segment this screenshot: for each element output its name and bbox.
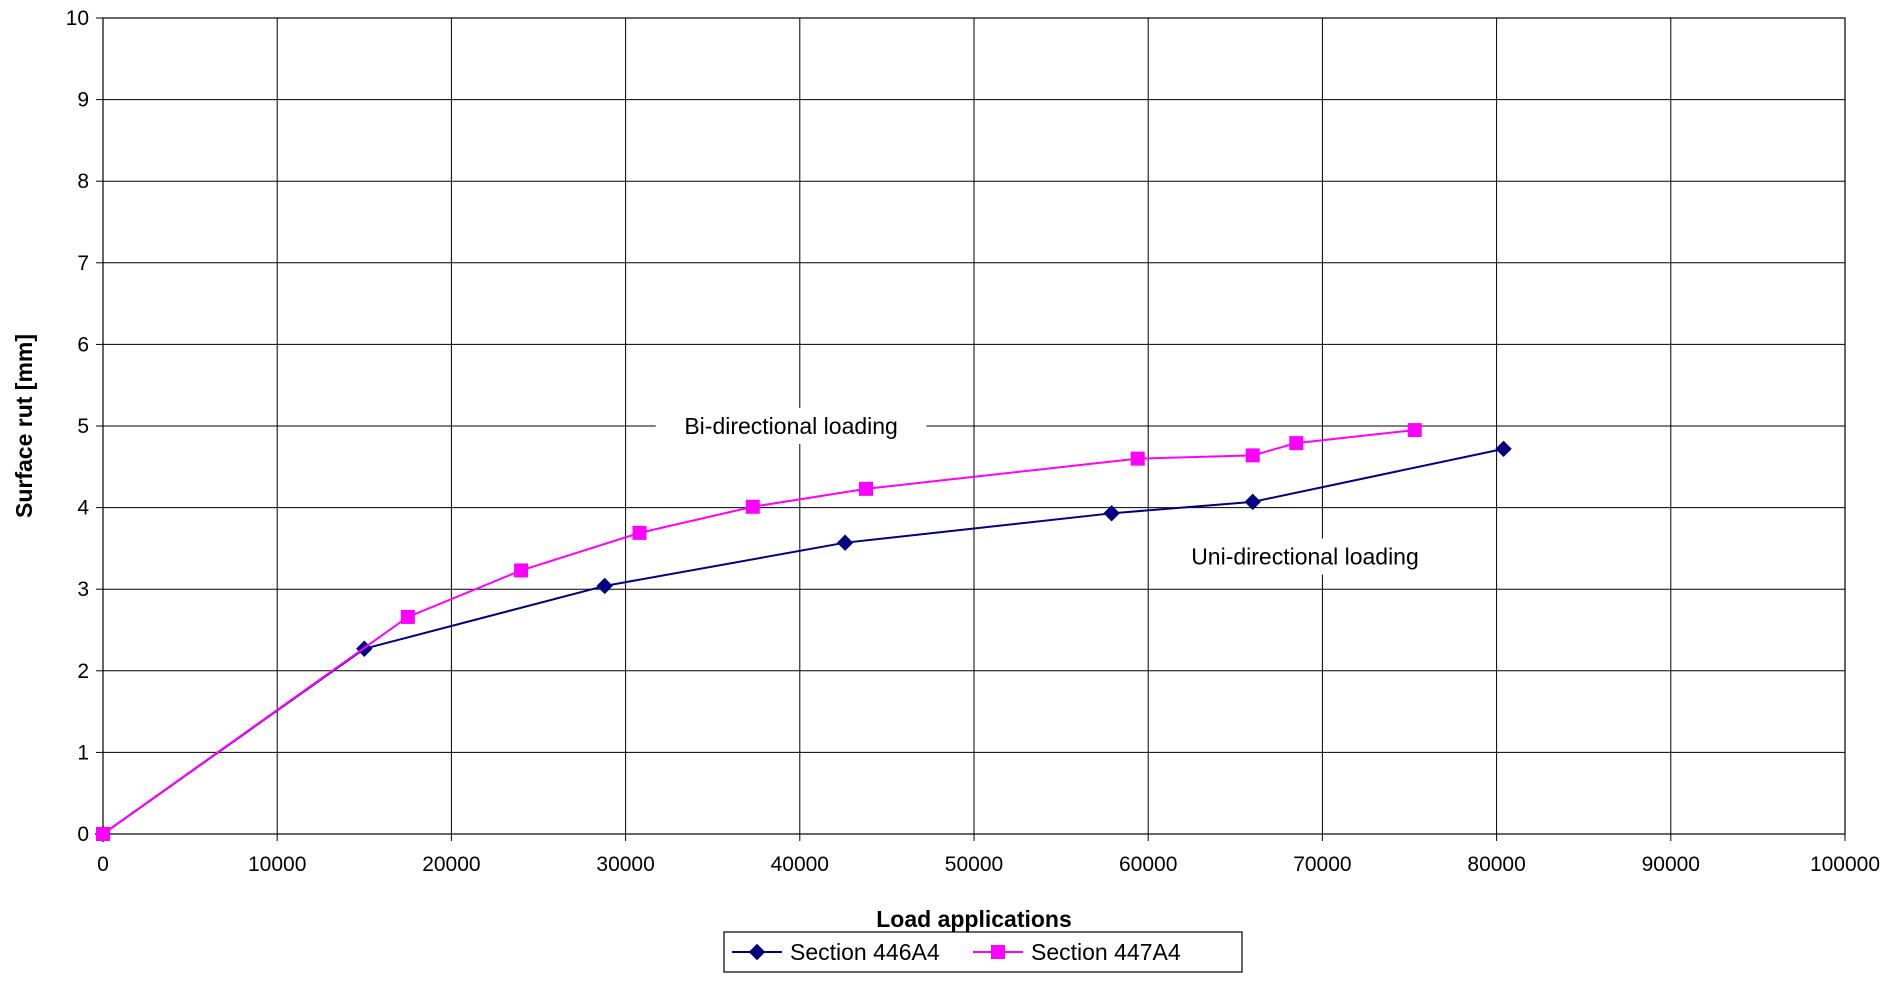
- data-point: [1289, 436, 1304, 451]
- annotation-box: [1163, 538, 1447, 575]
- y-tick-label: 0: [77, 823, 89, 846]
- x-tick-label: 30000: [596, 853, 654, 876]
- y-axis-ticks: 0 1 2 3 4 5 6 7 8 9 10: [66, 7, 103, 846]
- x-tick-label: 20000: [422, 853, 480, 876]
- annotation-label: Bi-directional loading: [684, 413, 898, 439]
- x-axis-ticks: 0 10000 20000 30000 40000 50000 60000 70000 8000…: [97, 834, 1880, 876]
- series-layer: [94, 423, 1512, 843]
- data-point: [632, 525, 647, 540]
- x-tick-label: 100000: [1810, 853, 1880, 876]
- x-tick-label: 90000: [1642, 853, 1700, 876]
- y-axis-title: Surface rut [mm]: [11, 334, 37, 518]
- x-tick-label: 40000: [771, 853, 829, 876]
- data-point: [1407, 423, 1422, 438]
- data-point: [96, 827, 110, 841]
- data-point: [596, 577, 613, 595]
- legend: Section 446A4 Section 447A4: [723, 931, 1243, 973]
- data-point: [836, 534, 854, 551]
- y-tick-label: 6: [77, 333, 89, 356]
- data-point: [1244, 493, 1261, 511]
- x-tick-label: 80000: [1467, 853, 1525, 876]
- x-tick-label: 0: [97, 853, 109, 876]
- y-tick-label: 2: [77, 660, 89, 683]
- y-tick-label: 10: [66, 7, 89, 30]
- data-point: [745, 499, 760, 514]
- x-axis-title: Load applications: [876, 906, 1072, 932]
- data-point: [1245, 448, 1260, 463]
- legend-label: Section 447A4: [1031, 939, 1181, 965]
- x-tick-label: 10000: [248, 853, 306, 876]
- annotations: Bi-directional loading Uni-directional lo…: [655, 408, 1447, 575]
- data-point: [1130, 451, 1145, 466]
- data-point: [1103, 505, 1120, 522]
- x-tick-label: 60000: [1119, 853, 1177, 876]
- y-tick-label: 5: [77, 415, 89, 438]
- data-point: [1495, 440, 1512, 458]
- series-1: [96, 423, 1422, 841]
- x-tick-label: 70000: [1293, 853, 1351, 876]
- y-tick-label: 3: [77, 578, 89, 601]
- annotation-box: [655, 408, 927, 444]
- data-point: [858, 481, 873, 496]
- x-tick-label: 50000: [945, 853, 1003, 876]
- annotation-label: Uni-directional loading: [1191, 544, 1419, 570]
- legend-marker: [991, 945, 1005, 959]
- y-tick-label: 8: [77, 170, 89, 193]
- y-tick-label: 4: [77, 497, 89, 520]
- series-line: [102, 429, 1415, 835]
- legend-marker: [748, 943, 766, 961]
- data-point: [514, 563, 529, 578]
- data-point: [400, 609, 415, 624]
- y-tick-label: 7: [77, 252, 89, 275]
- y-tick-label: 1: [77, 741, 89, 764]
- legend-label: Section 446A4: [790, 939, 940, 965]
- y-tick-label: 9: [77, 89, 89, 112]
